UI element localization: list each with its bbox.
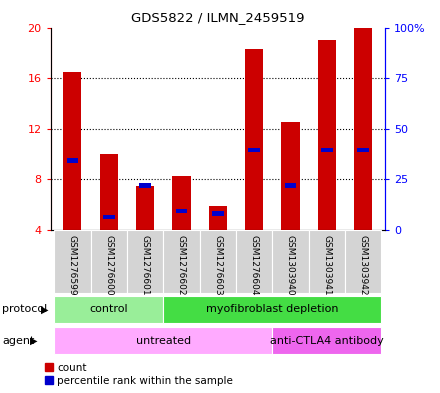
Bar (136, 185, 154, 230)
Text: protocol: protocol (2, 304, 48, 314)
Bar (127, 230, 163, 293)
Bar (357, 148, 369, 152)
Bar (285, 184, 297, 188)
Text: GSM1276599: GSM1276599 (68, 235, 77, 296)
Bar (200, 230, 236, 293)
Bar (309, 230, 345, 293)
Text: GSM1303940: GSM1303940 (286, 235, 295, 296)
Text: control: control (89, 305, 128, 314)
Bar (172, 176, 191, 230)
Bar (321, 148, 333, 152)
Legend: count, percentile rank within the sample: count, percentile rank within the sample (45, 363, 233, 386)
Bar (100, 154, 118, 230)
Bar (236, 230, 272, 293)
Bar (248, 148, 260, 152)
Bar (54, 327, 272, 354)
Text: ▶: ▶ (41, 304, 49, 314)
Bar (272, 230, 309, 293)
Bar (282, 122, 300, 230)
Bar (91, 230, 127, 293)
Text: GSM1276600: GSM1276600 (104, 235, 113, 296)
Bar (176, 209, 187, 213)
Text: GSM1276603: GSM1276603 (213, 235, 222, 296)
Bar (54, 296, 163, 323)
Bar (345, 230, 381, 293)
Text: anti-CTLA4 antibody: anti-CTLA4 antibody (270, 336, 384, 346)
Bar (245, 49, 263, 230)
Bar (163, 230, 200, 293)
Bar (163, 296, 381, 323)
Text: GSM1276601: GSM1276601 (141, 235, 150, 296)
Text: GSM1303942: GSM1303942 (359, 235, 368, 296)
Text: GSM1276602: GSM1276602 (177, 235, 186, 296)
Bar (139, 184, 151, 188)
Text: ▶: ▶ (29, 336, 37, 346)
Bar (103, 215, 115, 219)
Bar (209, 206, 227, 230)
Bar (63, 72, 81, 230)
Text: myofibroblast depletion: myofibroblast depletion (206, 305, 338, 314)
Text: untreated: untreated (136, 336, 191, 346)
Bar (66, 158, 78, 163)
Text: agent: agent (2, 336, 35, 346)
Bar (272, 327, 381, 354)
Bar (318, 40, 336, 230)
Bar (354, 28, 372, 230)
Text: GSM1303941: GSM1303941 (323, 235, 331, 296)
Title: GDS5822 / ILMN_2459519: GDS5822 / ILMN_2459519 (131, 11, 304, 24)
Bar (212, 211, 224, 216)
Text: GSM1276604: GSM1276604 (249, 235, 259, 296)
Bar (54, 230, 91, 293)
